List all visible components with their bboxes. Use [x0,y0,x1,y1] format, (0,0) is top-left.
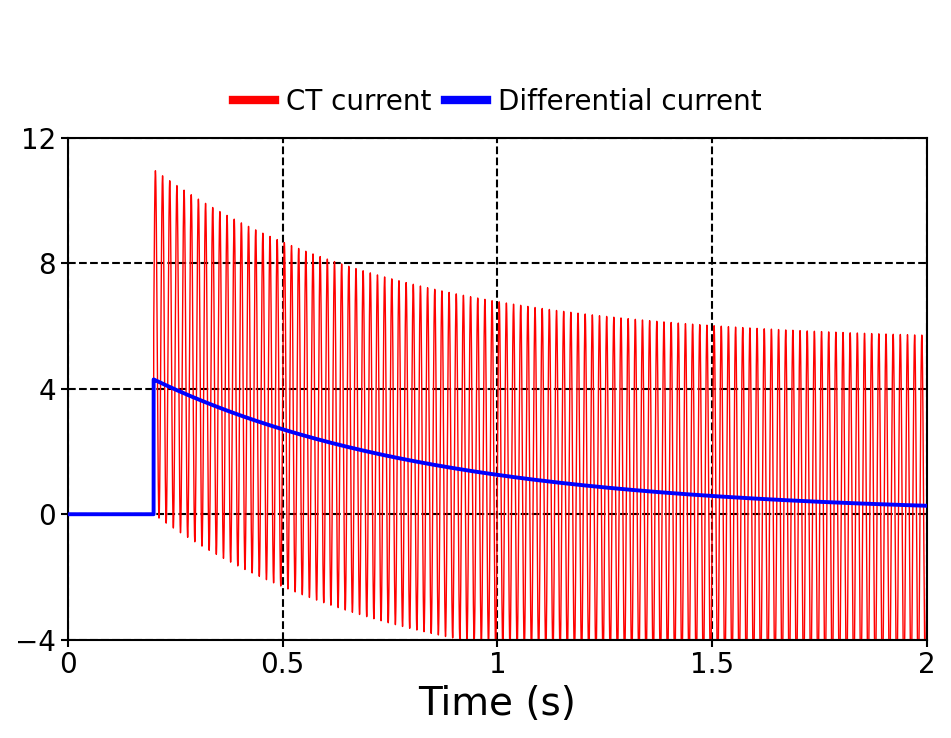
Legend: CT current, Differential current: CT current, Differential current [223,77,773,127]
X-axis label: Time (s): Time (s) [418,685,576,723]
